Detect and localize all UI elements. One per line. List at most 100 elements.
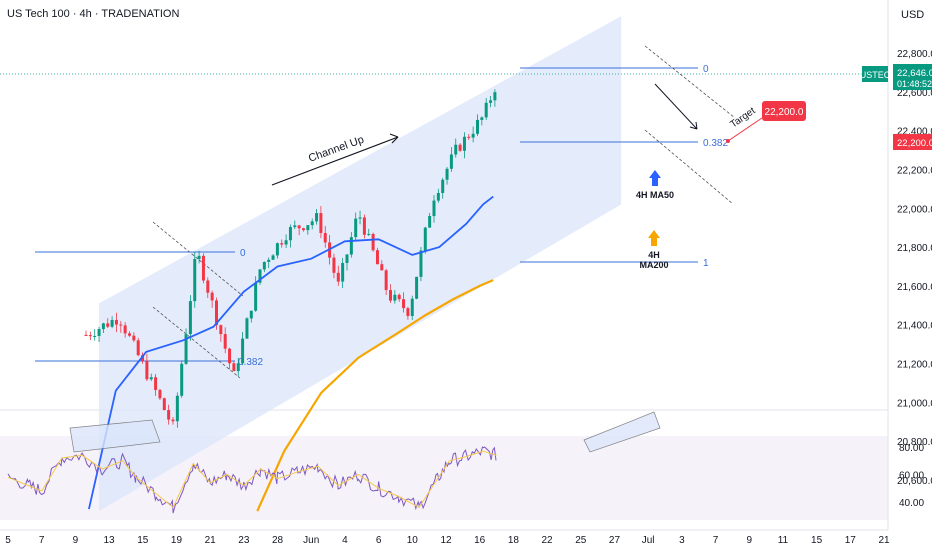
time-tick-label: 9	[73, 535, 79, 546]
countdown-label: 01:48:52	[897, 79, 932, 89]
candle	[493, 89, 497, 107]
chart-title: US Tech 100 · 4h · TRADENATION	[7, 8, 180, 20]
time-tick-label: 16	[474, 535, 486, 546]
price-tick-label: 21,200.0	[897, 360, 932, 371]
candle	[280, 239, 284, 248]
ma200-arrow-icon	[648, 230, 660, 246]
candle-body	[93, 335, 97, 337]
candle	[441, 177, 445, 199]
candle-body	[302, 228, 305, 231]
candle-body	[454, 144, 458, 155]
price-tick-label: 22,600.0	[897, 88, 932, 99]
candle-body	[97, 329, 101, 336]
candle-body	[484, 102, 488, 118]
candle-body	[145, 360, 149, 380]
candle-body	[476, 119, 479, 134]
candle	[262, 261, 266, 273]
candle	[188, 295, 192, 341]
candle	[375, 247, 379, 265]
candle-body	[493, 92, 497, 101]
rsi-ma-line	[7, 450, 497, 509]
time-tick-label: 7	[713, 535, 719, 546]
candle	[245, 317, 249, 339]
time-tick-label: 10	[407, 535, 419, 546]
candle-body	[428, 216, 432, 228]
candle	[106, 318, 110, 328]
candle-body	[471, 133, 475, 138]
candle	[201, 253, 205, 284]
candle	[284, 234, 288, 249]
candle-body	[367, 233, 371, 235]
price-tick-label: 22,800.0	[897, 49, 932, 60]
candle	[193, 251, 197, 308]
candle	[136, 337, 140, 357]
candle-body	[249, 310, 253, 319]
time-tick-label: 6	[376, 535, 382, 546]
channel-arrow-head	[389, 133, 399, 144]
candle	[341, 258, 345, 289]
time-tick-label: 28	[272, 535, 284, 546]
candle	[454, 138, 458, 158]
candle	[180, 360, 184, 398]
candle-body	[119, 324, 123, 326]
candle	[397, 293, 401, 302]
candle	[184, 328, 188, 365]
candle-body	[393, 294, 397, 301]
candle-body	[267, 259, 271, 262]
candle-body	[219, 325, 223, 335]
candle	[123, 322, 127, 338]
candle-body	[345, 254, 349, 263]
candle	[93, 329, 97, 341]
candle-body	[445, 168, 449, 180]
candle-body	[310, 221, 314, 226]
rsi-tick-label: 40.00	[899, 498, 924, 509]
candle-body	[258, 269, 262, 283]
candle-body	[88, 335, 92, 337]
time-tick-label: 3	[679, 535, 685, 546]
time-tick-label: 13	[104, 535, 116, 546]
candle	[476, 114, 479, 136]
candle	[410, 295, 414, 320]
candle-body	[406, 308, 410, 316]
candle-body	[228, 348, 232, 364]
candle	[297, 224, 301, 236]
time-tick-label: 15	[811, 535, 823, 546]
candle	[271, 254, 275, 260]
current-price-label: 22,646.0	[897, 68, 932, 79]
candle-body	[489, 100, 493, 103]
fib-right-0382-label: 0.382	[703, 138, 728, 149]
ma200-label-line2: MA200	[639, 260, 668, 270]
candle	[110, 316, 114, 329]
price-tick-label: 21,400.0	[897, 321, 932, 332]
candle-body	[397, 294, 401, 300]
candle-body	[480, 117, 484, 120]
candle	[88, 331, 92, 341]
candle-body	[245, 318, 249, 339]
ma200-label-line1: 4H	[648, 250, 660, 260]
candle-body	[375, 250, 379, 265]
candle	[349, 232, 353, 258]
symbol-badge	[862, 66, 888, 82]
candle-body	[415, 276, 419, 299]
candle-body	[323, 232, 327, 243]
candle	[302, 227, 305, 232]
candle-body	[436, 192, 440, 201]
candle	[462, 132, 466, 159]
time-tick-label: 19	[171, 535, 183, 546]
fib-left-zero-label: 0	[240, 248, 246, 259]
pullback-channel-lower-left	[152, 306, 241, 379]
candle-body	[288, 227, 292, 241]
candle	[241, 331, 245, 366]
candle	[415, 276, 419, 300]
time-tick-label: 4	[342, 535, 348, 546]
pullback-channel-lower-right	[644, 129, 734, 205]
projection-arrow-head	[689, 121, 698, 130]
candle	[171, 417, 175, 425]
candle-body	[123, 325, 127, 334]
candle	[267, 257, 271, 269]
candle	[119, 321, 123, 333]
candle	[336, 265, 340, 286]
candle	[84, 330, 88, 336]
candle-body	[154, 377, 158, 390]
